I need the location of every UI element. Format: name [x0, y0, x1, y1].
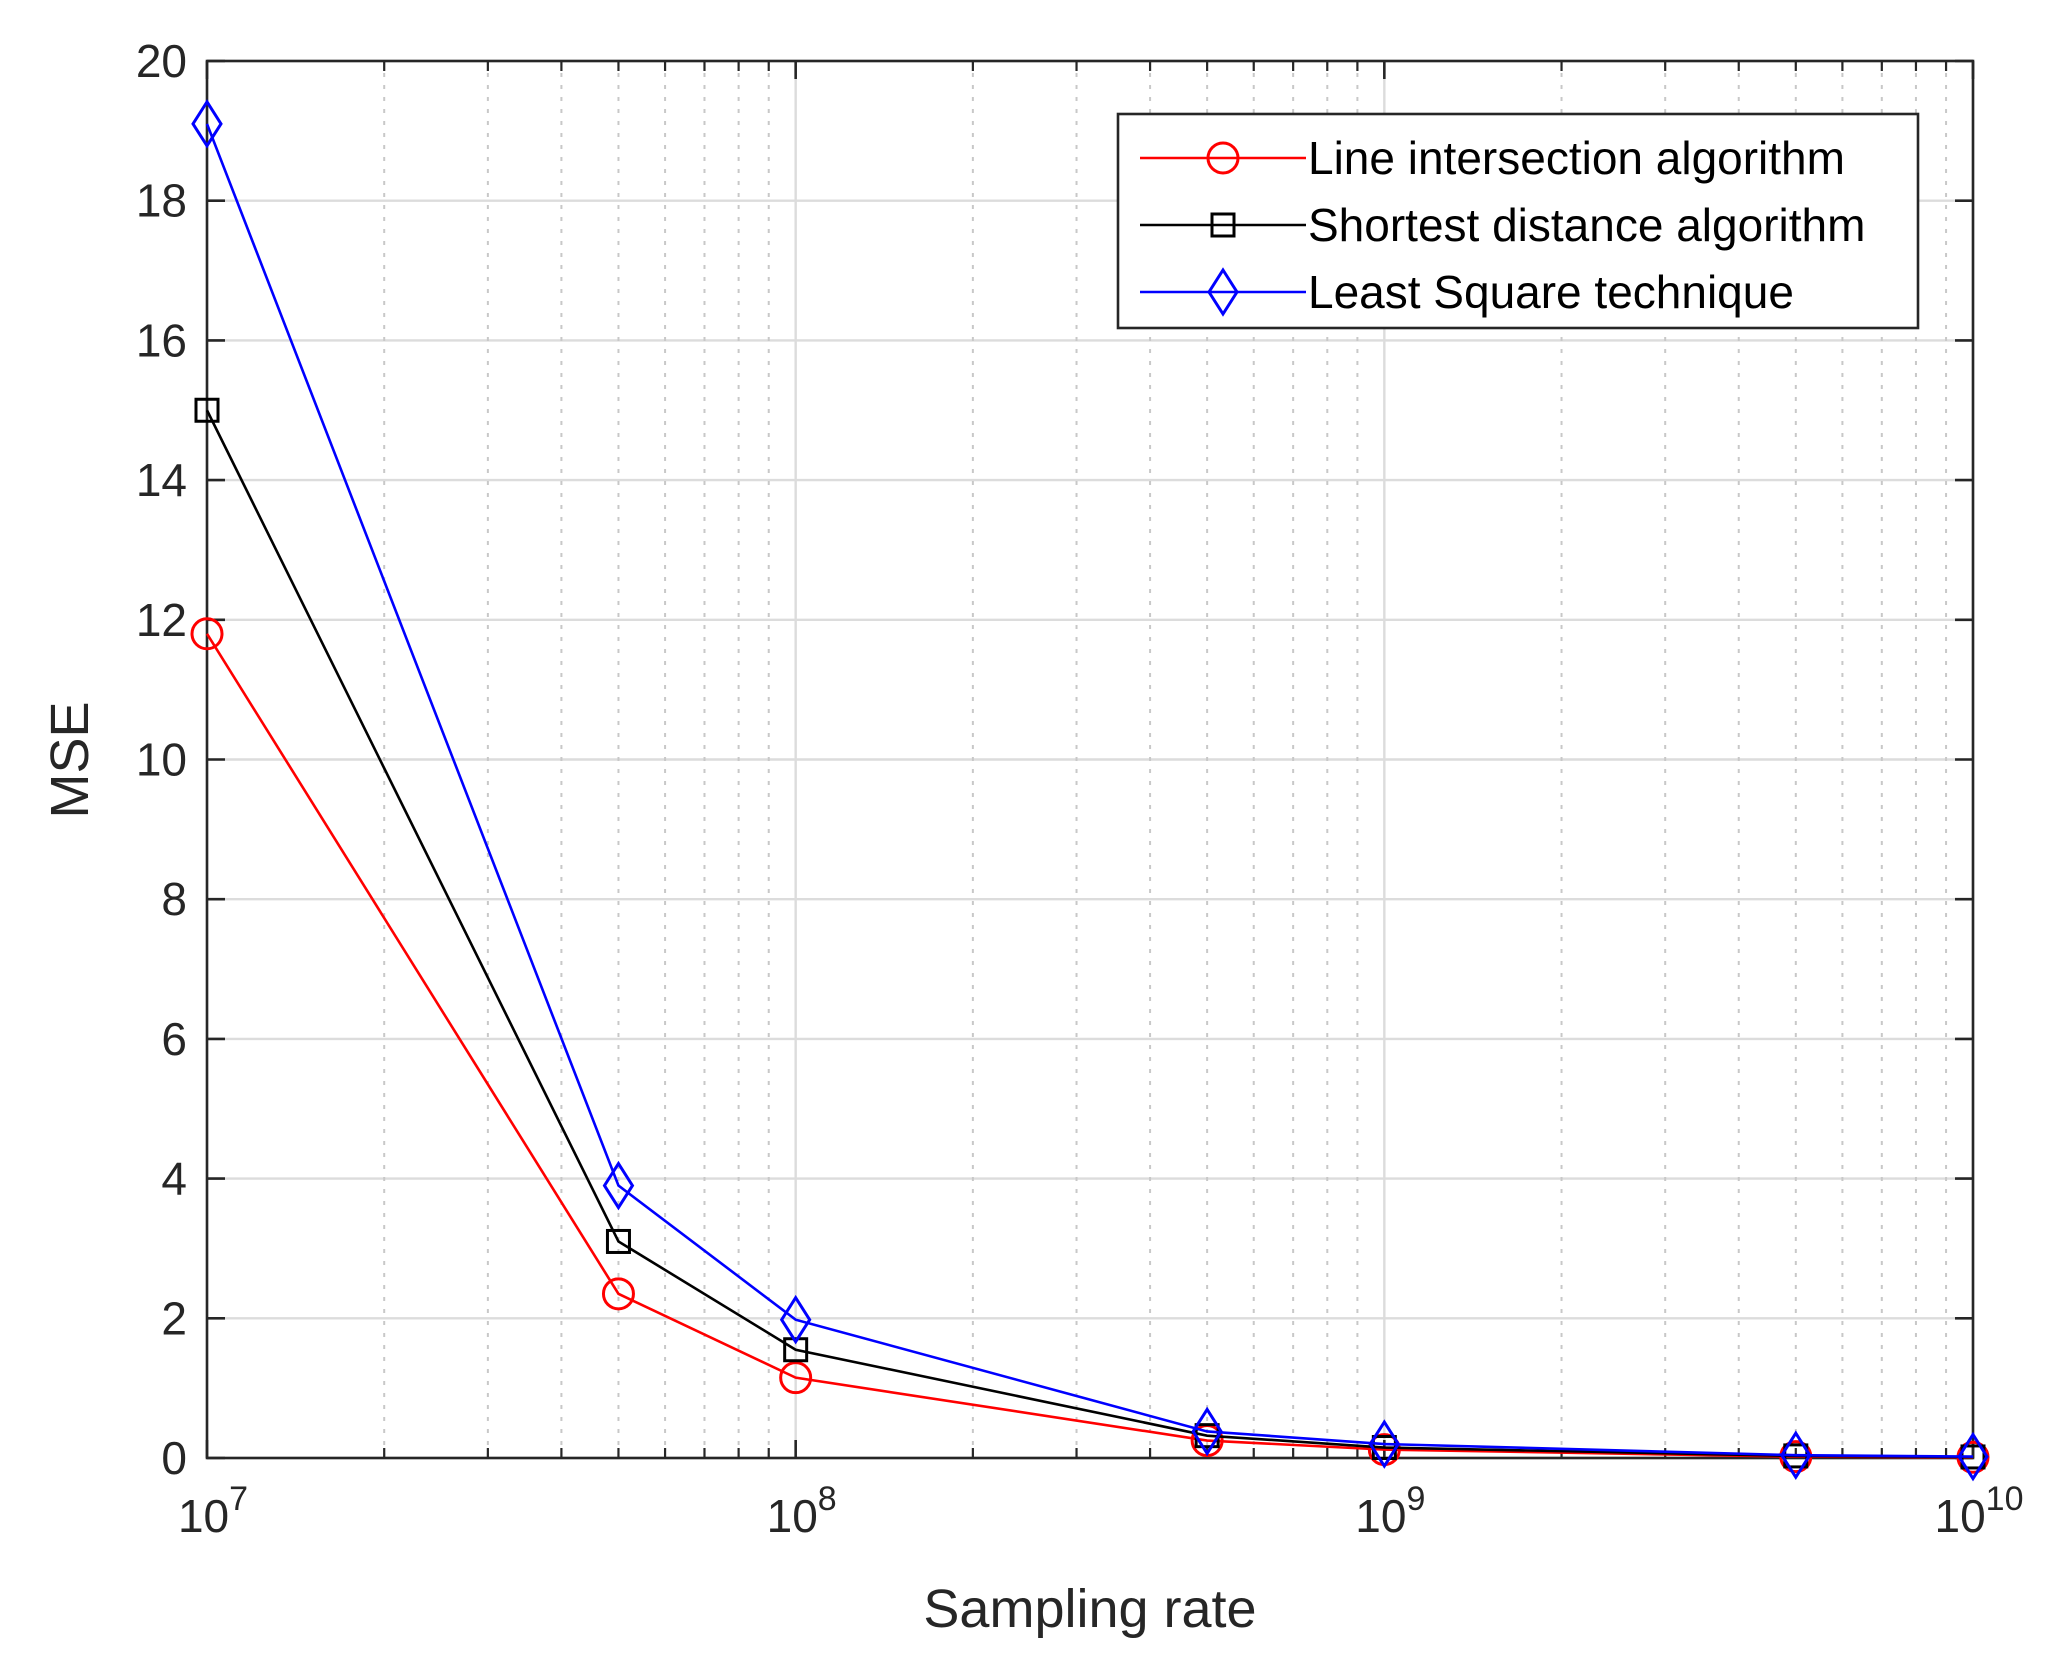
axes: 0 2 4 6 8 10 12 14 16 18 20 107 108 109 1010: [136, 35, 2024, 1542]
x-tick-label: 109: [1355, 1480, 1425, 1542]
grid: [205, 59, 1975, 1460]
y-tick-label: 18: [136, 175, 187, 227]
series-diamond: [191, 99, 1989, 1482]
y-tick-label: 16: [136, 314, 187, 366]
y-tick-label: 2: [161, 1292, 187, 1344]
legend-entry: Shortest distance algorithm: [1140, 199, 1865, 251]
legend-marker: [1210, 212, 1236, 238]
legend-entry: Line intersection algorithm: [1140, 132, 1845, 184]
legend-label: Line intersection algorithm: [1308, 132, 1845, 184]
y-tick-label: 20: [136, 35, 187, 87]
y-tick-label: 8: [161, 873, 187, 925]
legend-label: Least Square technique: [1308, 266, 1794, 318]
data-point: [1780, 1430, 1812, 1480]
data-point: [779, 1361, 813, 1395]
legend-marker: [1207, 267, 1239, 317]
data-point: [1191, 1406, 1223, 1457]
legend-entry: Least Square technique: [1140, 266, 1794, 318]
legend-label: Shortest distance algorithm: [1308, 199, 1865, 251]
y-tick-label: 14: [136, 454, 187, 506]
x-tick-label: 108: [767, 1480, 837, 1542]
x-tick-label: 1010: [1935, 1480, 2024, 1542]
data-point: [605, 1228, 631, 1254]
data-point: [783, 1337, 809, 1363]
data-point: [191, 99, 223, 149]
y-axis-label: MSE: [40, 701, 100, 818]
legend: Line intersection algorithm Shortest dist…: [1116, 112, 1920, 330]
y-tick-label: 10: [136, 734, 187, 786]
y-tick-label: 12: [136, 594, 187, 646]
y-tick-label: 4: [161, 1153, 187, 1205]
series-layer: [190, 99, 1990, 1482]
data-point: [194, 397, 220, 423]
x-tick-label: 107: [178, 1480, 248, 1542]
legend-marker: [1206, 141, 1240, 175]
data-point: [190, 617, 224, 651]
series-line: [205, 123, 1974, 1458]
data-point: [1957, 1431, 1989, 1482]
x-axis-label: Sampling rate: [923, 1579, 1256, 1639]
y-tick-label: 6: [161, 1013, 187, 1065]
data-point: [602, 1160, 635, 1211]
data-point: [1368, 1419, 1401, 1469]
data-point: [779, 1294, 812, 1345]
data-point: [601, 1277, 635, 1311]
y-tick-label: 0: [161, 1432, 187, 1484]
